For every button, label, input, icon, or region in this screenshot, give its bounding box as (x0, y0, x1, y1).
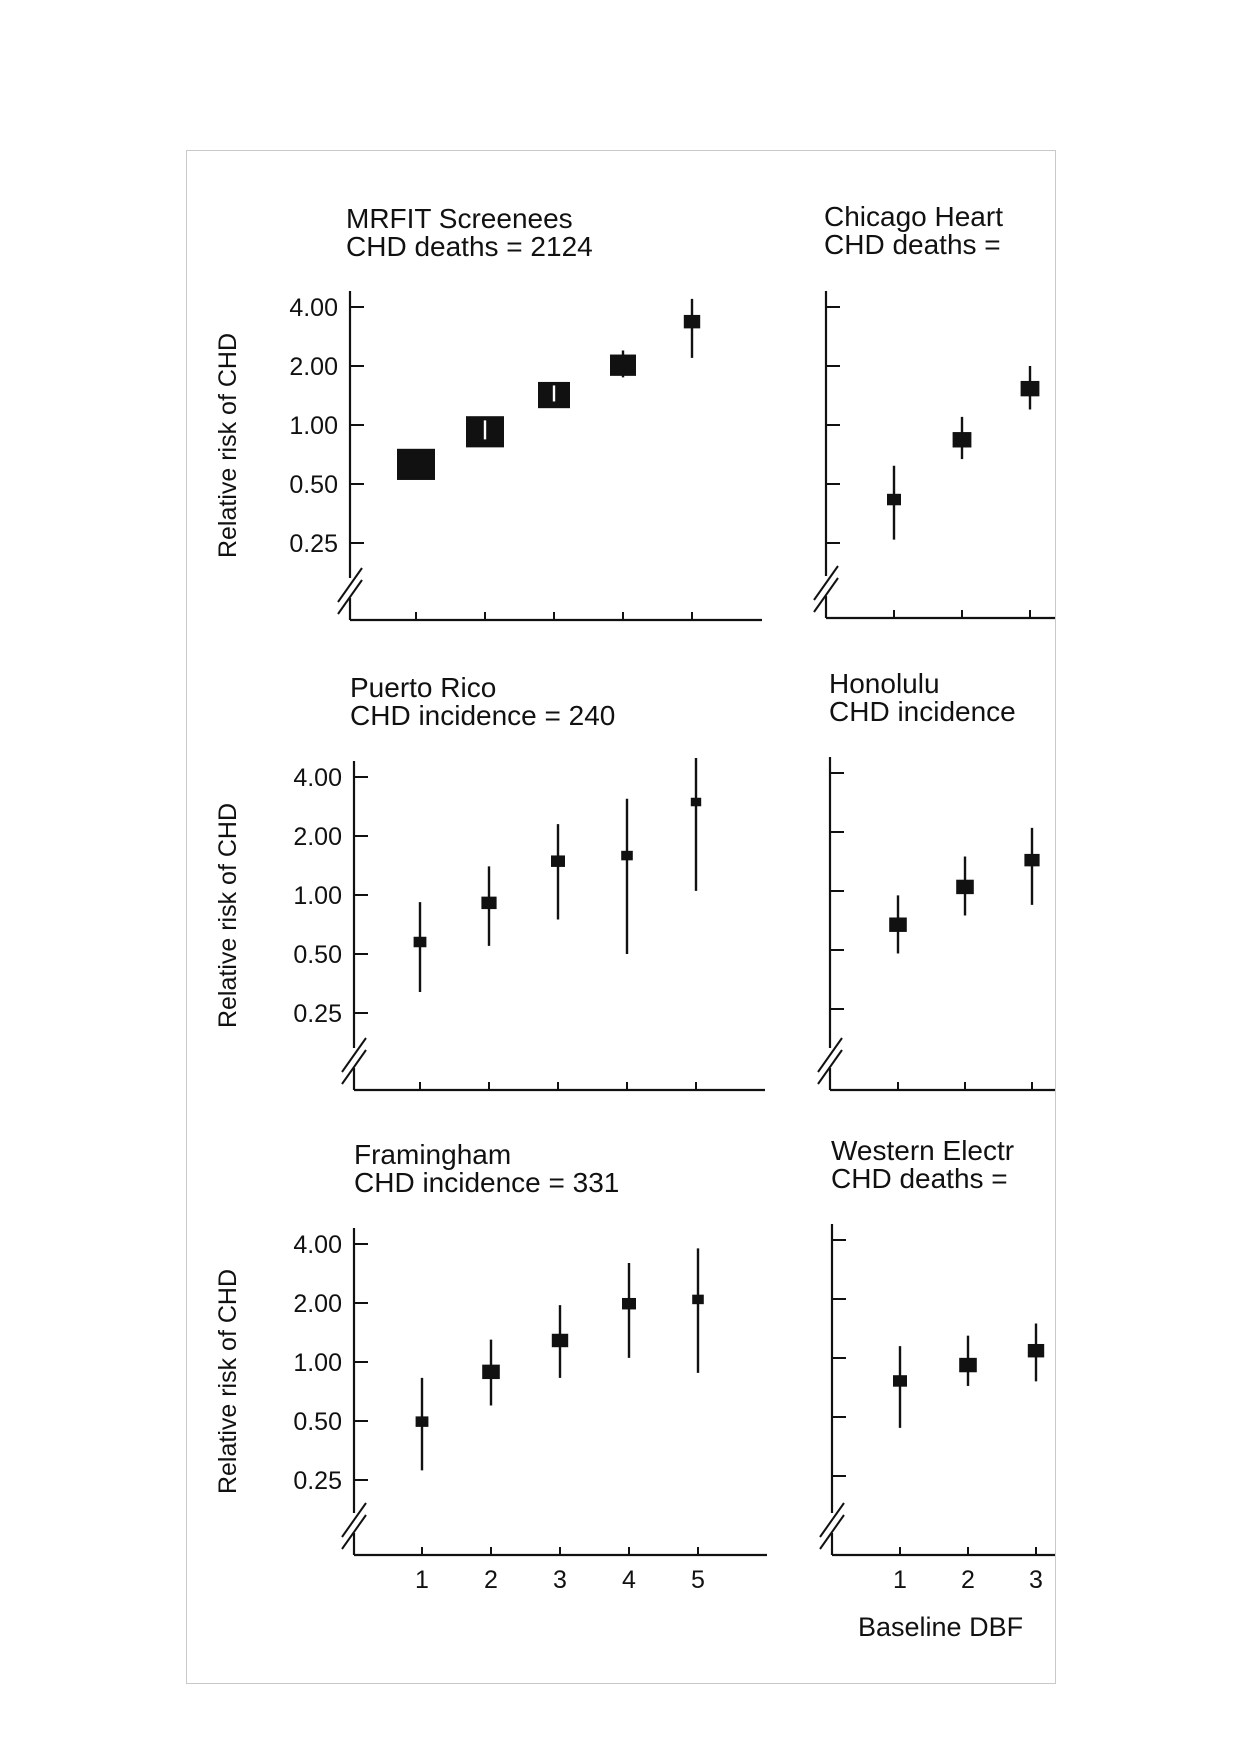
axis-break-mark (813, 565, 839, 601)
data-point-marker (959, 1357, 977, 1373)
axis-break-mark (819, 1514, 845, 1550)
data-point-marker (610, 354, 636, 376)
axis-break-mark (337, 567, 363, 603)
data-point-marker (551, 1333, 569, 1348)
axis-break-mark (819, 1502, 845, 1538)
axis-break-mark (337, 579, 363, 615)
data-point-marker (887, 493, 901, 506)
axis-break-mark (341, 1049, 367, 1085)
x-tick-label: 1 (893, 1566, 907, 1594)
x-tick-label: 1 (415, 1566, 429, 1594)
y-tick-label: 2.00 (289, 353, 338, 381)
y-tick-label: 1.00 (289, 412, 338, 440)
chart-subtitle: CHD deaths = (824, 229, 1001, 260)
data-point-marker (482, 1364, 500, 1380)
data-point-marker (622, 1297, 636, 1310)
y-tick-label: 1.00 (293, 882, 342, 910)
data-point-marker (621, 850, 633, 861)
y-axis-label: Relative risk of CHD (214, 1269, 242, 1494)
x-tick-label: 4 (622, 1566, 636, 1594)
axis-break-mark (817, 1037, 843, 1073)
data-point-marker (481, 896, 497, 910)
chart-title: MRFIT Screenees (346, 203, 573, 234)
chart-title: Western Electr (831, 1135, 1014, 1166)
chart-title: Chicago Heart (824, 201, 1003, 232)
x-tick-label: 5 (691, 1566, 705, 1594)
chart-subtitle: CHD incidence = 331 (354, 1167, 619, 1198)
y-tick-label: 0.50 (289, 471, 338, 499)
axis-break-mark (817, 1049, 843, 1085)
y-tick-label: 1.00 (293, 1349, 342, 1377)
data-point-marker (415, 1416, 429, 1427)
axis-break-mark (813, 577, 839, 613)
y-axis-label: Relative risk of CHD (214, 333, 242, 558)
axis-break-mark (341, 1514, 367, 1550)
y-tick-label: 2.00 (293, 1290, 342, 1318)
y-axis-label: Relative risk of CHD (214, 803, 242, 1028)
y-tick-label: 4.00 (293, 1231, 342, 1259)
data-point-marker (1024, 853, 1040, 867)
data-point-marker (551, 855, 565, 867)
y-tick-label: 0.25 (293, 1000, 342, 1028)
x-tick-label: 3 (553, 1566, 567, 1594)
chart-title: Puerto Rico (350, 672, 496, 703)
chart-subtitle: CHD deaths = (831, 1163, 1008, 1194)
axis-break-mark (341, 1502, 367, 1538)
data-point-marker (413, 936, 427, 948)
data-point-marker (683, 314, 701, 329)
data-point-marker (1027, 1343, 1045, 1358)
data-point-marker (1020, 380, 1040, 397)
axis-break-mark (341, 1037, 367, 1073)
chart-title: Framingham (354, 1139, 511, 1170)
y-tick-label: 0.25 (293, 1467, 342, 1495)
y-tick-label: 0.50 (293, 1408, 342, 1436)
y-tick-label: 0.25 (289, 530, 338, 558)
chart-subtitle: CHD deaths = 2124 (346, 231, 593, 262)
y-tick-label: 4.00 (289, 294, 338, 322)
data-point-marker (397, 448, 435, 480)
chart-title: Honolulu (829, 668, 940, 699)
x-tick-label: 3 (1029, 1566, 1043, 1594)
data-point-marker (690, 797, 702, 807)
data-point-marker (956, 879, 974, 895)
data-point-marker (692, 1294, 704, 1305)
y-tick-label: 2.00 (293, 823, 342, 851)
x-tick-label: 2 (484, 1566, 498, 1594)
y-tick-label: 0.50 (293, 941, 342, 969)
y-tick-label: 4.00 (293, 764, 342, 792)
data-point-marker (893, 1375, 907, 1387)
data-point-marker (889, 917, 907, 932)
figure-frame (186, 150, 1056, 1684)
x-axis-label: Baseline DBF (858, 1612, 1023, 1642)
chart-subtitle: CHD incidence (829, 696, 1016, 727)
chart-subtitle: CHD incidence = 240 (350, 700, 615, 731)
data-point-marker (952, 432, 972, 448)
x-tick-label: 2 (961, 1566, 975, 1594)
